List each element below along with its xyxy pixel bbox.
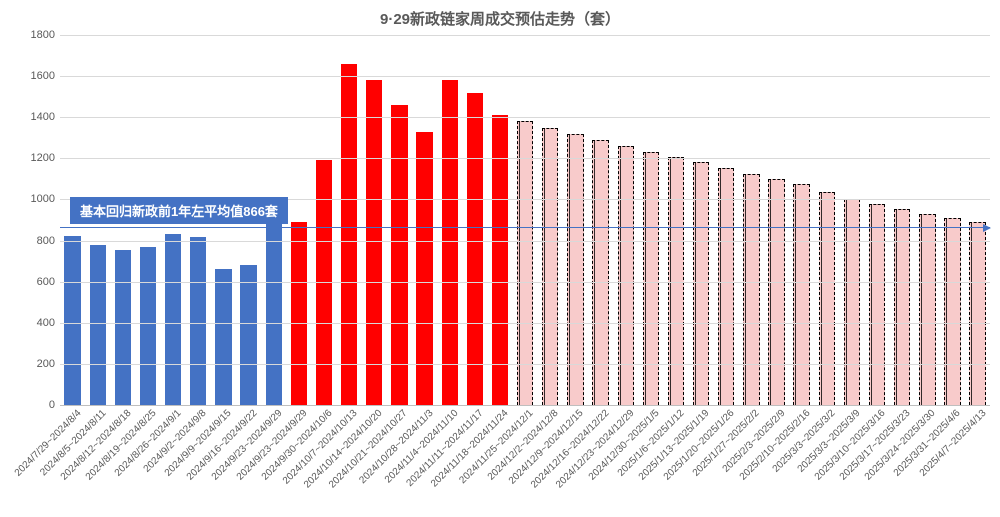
bar-slot: 2025/3/3~2025/3/2 bbox=[814, 35, 839, 405]
bar bbox=[240, 265, 256, 405]
chart-container: 9·29新政链家周成交预估走势（套） 2024/7/29~2024/8/4202… bbox=[0, 0, 1000, 517]
bar bbox=[266, 222, 282, 405]
bar-slot: 2024/10/21~2024/10/27 bbox=[387, 35, 412, 405]
bar-slot: 2025/3/31~2025/4/6 bbox=[940, 35, 965, 405]
bar bbox=[291, 222, 307, 405]
bar-slot: 2025/3/10~2025/3/16 bbox=[865, 35, 890, 405]
bar bbox=[894, 209, 910, 405]
gridline bbox=[60, 241, 990, 242]
y-tick-label: 800 bbox=[15, 235, 55, 247]
bar bbox=[718, 168, 734, 405]
bar bbox=[64, 236, 80, 405]
gridline bbox=[60, 323, 990, 324]
bar-slot: 2024/11/25~2024/12/1 bbox=[513, 35, 538, 405]
bar-slot: 2024/12/9~2024/12/15 bbox=[563, 35, 588, 405]
bar bbox=[592, 140, 608, 405]
y-tick-label: 400 bbox=[15, 317, 55, 329]
bar-slot: 2025/2/10~2025/2/16 bbox=[789, 35, 814, 405]
y-tick-label: 600 bbox=[15, 276, 55, 288]
bar-slot: 2025/1/27~2025/2/2 bbox=[739, 35, 764, 405]
bar bbox=[140, 247, 156, 405]
bar bbox=[467, 93, 483, 405]
bar-slot: 2024/12/2~2024/12/8 bbox=[538, 35, 563, 405]
bar bbox=[919, 214, 935, 405]
bar bbox=[190, 237, 206, 405]
bar-slot: 2024/12/23~2024/12/29 bbox=[613, 35, 638, 405]
bar-slot: 2024/12/30~2025/1/5 bbox=[638, 35, 663, 405]
gridline bbox=[60, 117, 990, 118]
bar-slot: 2024/10/14~2024/10/20 bbox=[362, 35, 387, 405]
y-tick-label: 0 bbox=[15, 399, 55, 411]
bar bbox=[115, 250, 131, 405]
bar-slot: 2024/11/18~2024/11/24 bbox=[487, 35, 512, 405]
bar-slot: 2025/4/7~2025/4/13 bbox=[965, 35, 990, 405]
bar bbox=[215, 269, 231, 405]
reference-annotation: 基本回归新政前1年左平均值866套 bbox=[70, 197, 288, 224]
bar bbox=[618, 146, 634, 405]
bar bbox=[517, 121, 533, 405]
bar bbox=[341, 64, 357, 405]
bar-slot: 2025/1/20~2025/1/26 bbox=[714, 35, 739, 405]
bar-slot: 2025/3/3~2025/3/9 bbox=[839, 35, 864, 405]
bar-slot: 2024/11/4~2024/11/10 bbox=[437, 35, 462, 405]
gridline bbox=[60, 364, 990, 365]
bar bbox=[844, 199, 860, 405]
y-tick-label: 1800 bbox=[15, 29, 55, 41]
bar-slot: 2024/10/7~2024/10/13 bbox=[337, 35, 362, 405]
bar bbox=[442, 80, 458, 405]
bar-slot: 2024/10/28~2024/11/3 bbox=[412, 35, 437, 405]
y-tick-label: 1200 bbox=[15, 152, 55, 164]
gridline bbox=[60, 35, 990, 36]
bar bbox=[819, 192, 835, 405]
bar bbox=[366, 80, 382, 405]
bar-slot: 2024/12/16~2024/12/22 bbox=[588, 35, 613, 405]
bar bbox=[743, 174, 759, 405]
bar bbox=[944, 218, 960, 405]
bar bbox=[768, 179, 784, 405]
bar bbox=[316, 160, 332, 405]
plot-area: 2024/7/29~2024/8/42024/8/5~2024/8/112024… bbox=[60, 35, 990, 406]
bar-slot: 2024/9/30~2024/10/6 bbox=[311, 35, 336, 405]
bar bbox=[643, 152, 659, 405]
bar bbox=[793, 184, 809, 405]
bar-slot: 2024/9/23~2024/9/29 bbox=[286, 35, 311, 405]
bar bbox=[90, 245, 106, 405]
bar-slot: 2025/3/24~2025/3/30 bbox=[915, 35, 940, 405]
y-tick-label: 200 bbox=[15, 358, 55, 370]
bar-slot: 2025/1/6~2025/1/12 bbox=[663, 35, 688, 405]
bar bbox=[969, 222, 985, 405]
gridline bbox=[60, 158, 990, 159]
y-tick-label: 1400 bbox=[15, 111, 55, 123]
y-tick-label: 1000 bbox=[15, 193, 55, 205]
bar bbox=[391, 105, 407, 405]
gridline bbox=[60, 76, 990, 77]
bar-slot: 2024/11/11~2024/11/17 bbox=[462, 35, 487, 405]
bar bbox=[869, 204, 885, 405]
chart-title: 9·29新政链家周成交预估走势（套） bbox=[0, 0, 1000, 29]
gridline bbox=[60, 282, 990, 283]
bar-slot: 2025/1/13~2025/1/19 bbox=[689, 35, 714, 405]
y-tick-label: 1600 bbox=[15, 70, 55, 82]
bar bbox=[165, 234, 181, 405]
bar-slot: 2025/2/3~2025/2/9 bbox=[764, 35, 789, 405]
bar-slot: 2025/3/17~2025/3/23 bbox=[890, 35, 915, 405]
